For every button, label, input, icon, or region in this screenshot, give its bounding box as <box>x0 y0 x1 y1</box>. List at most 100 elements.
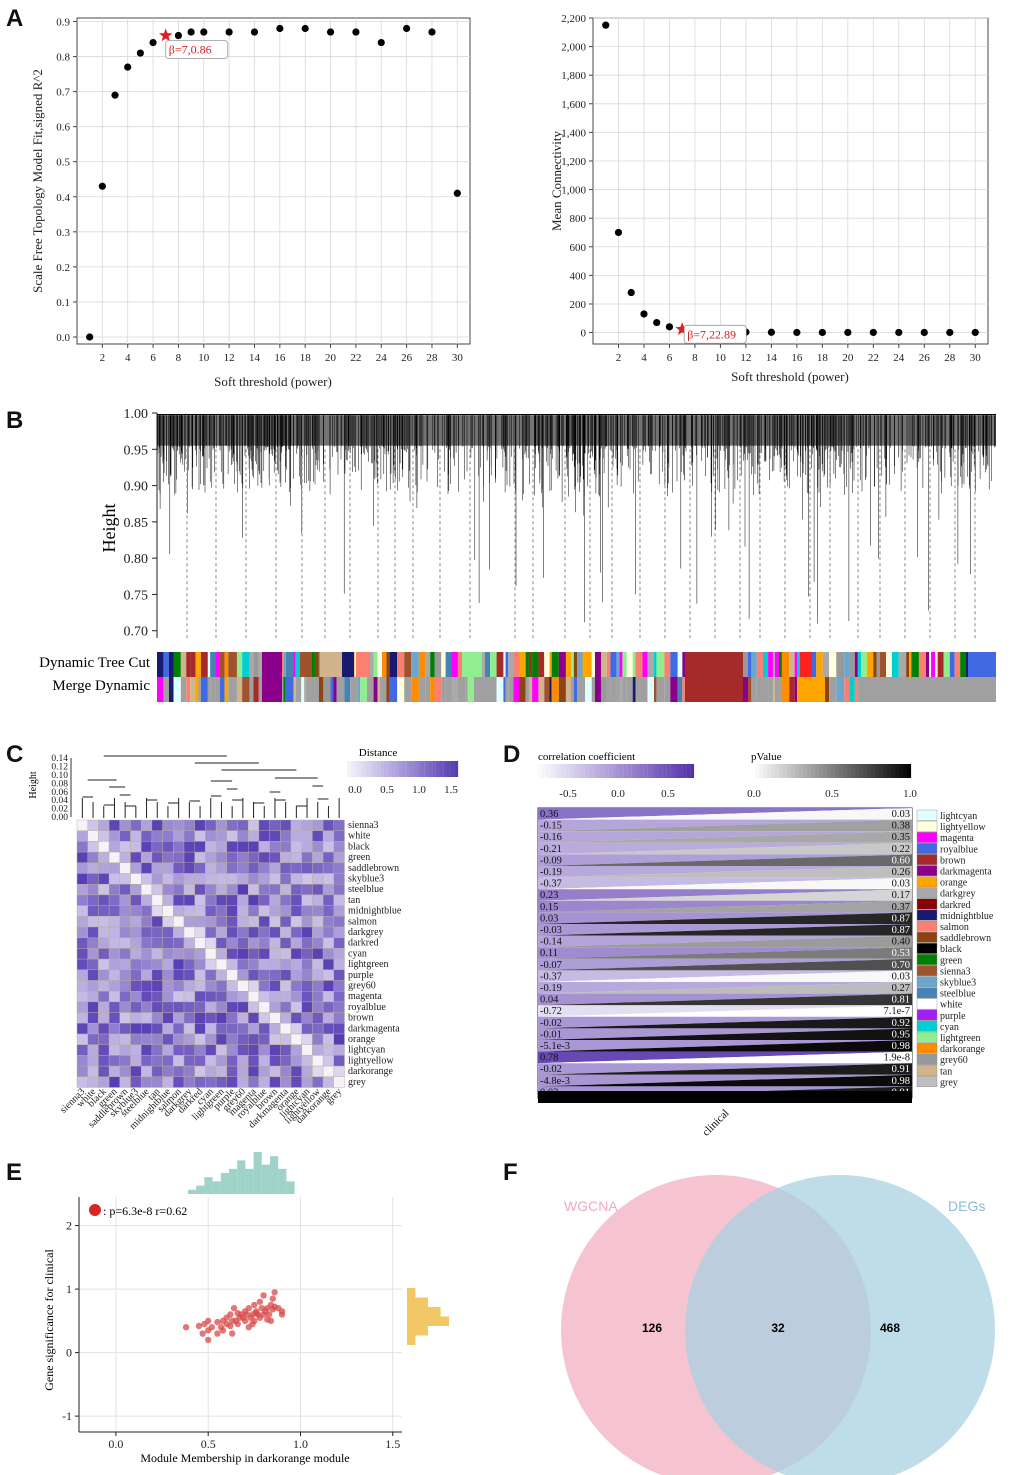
e-y-histogram <box>407 1288 449 1345</box>
b-merge-segment <box>215 677 220 702</box>
c-heat-cell <box>194 916 206 928</box>
b-merge-segment <box>768 677 773 702</box>
d-legend2-cell <box>839 764 844 778</box>
a1-y-tick-label: 0.8 <box>56 52 70 64</box>
d-cor-label: -0.15 <box>540 821 562 832</box>
c-heat-cell <box>215 916 228 928</box>
c-heat-cell <box>108 873 120 885</box>
c-heat-cell <box>226 1076 238 1088</box>
b-merge-segment <box>664 677 671 702</box>
c-heat-cell <box>98 905 110 917</box>
c-heat-cell <box>140 980 153 992</box>
b-merge-segment <box>344 677 351 702</box>
c-heat-cell <box>76 926 88 938</box>
c-heat-cell <box>162 926 174 938</box>
b-cut-segment <box>314 652 319 677</box>
c-heat-cell <box>237 873 249 885</box>
b-cut-segment <box>389 652 398 677</box>
b-merge-segment <box>677 677 683 702</box>
c-heat-cell <box>269 1076 281 1088</box>
b-cut-segment <box>911 652 919 677</box>
c-heat-cell <box>280 1044 292 1056</box>
d-p-label: 0.03 <box>892 971 910 982</box>
b-cut-segment <box>873 652 877 677</box>
e-x-tick-label: 0.5 <box>201 1437 216 1451</box>
d-p-triangle <box>538 1028 912 1040</box>
d-legend2-cell <box>763 764 768 778</box>
c-heat-cells <box>76 819 345 1088</box>
c-heat-cell <box>87 884 99 896</box>
b-merge-segment <box>549 677 552 702</box>
c-heat-cell <box>301 1033 313 1045</box>
c-heat-cell <box>119 1023 131 1035</box>
d-legend2-tick: 1.0 <box>903 788 917 800</box>
c-heat-cell <box>215 830 228 842</box>
c-heat-cell <box>322 905 335 917</box>
d-p-triangle <box>538 924 912 936</box>
b-cut-segment <box>677 652 683 677</box>
e-point <box>228 1330 236 1337</box>
c-heat-cell <box>290 884 302 896</box>
e-point <box>214 1330 221 1337</box>
c-heat-cell <box>269 916 281 928</box>
c-heat-cell <box>258 969 270 981</box>
c-heat-cell <box>162 819 174 831</box>
c-heat-cell <box>173 841 185 853</box>
d-legend1-cell <box>670 764 675 778</box>
c-heat-cell <box>301 958 313 970</box>
d-legend1-cell <box>651 764 656 778</box>
c-colorbar: 0.0 0.5 1.0 1.5 <box>347 761 458 796</box>
c-heat-cell <box>333 830 345 842</box>
d-legend1-cell <box>631 764 636 778</box>
a2-x-tick-label: 14 <box>766 352 778 364</box>
c-heat-cell <box>280 884 292 896</box>
a2-annotation-box <box>683 324 747 344</box>
d-legend2-cell <box>879 764 884 778</box>
c-heat-cell <box>333 851 345 863</box>
b-merge-segment <box>591 677 595 702</box>
c-col-labels: sienna3whiteblackgreensaddlebrownskyblue… <box>58 1086 344 1132</box>
d-module-legend: lightcyanlightyellowmagentaroyalbluebrow… <box>916 809 994 1088</box>
d-legend2-title: pValue <box>751 751 782 763</box>
f-count-right: 468 <box>880 1321 900 1335</box>
d-p-triangle <box>538 831 912 843</box>
a1-y-tick-label: 0.1 <box>56 297 70 309</box>
c-heat-cell <box>215 991 228 1003</box>
c-heat-cell <box>140 948 153 960</box>
c-heat-cell <box>98 958 110 970</box>
c-heat-cell <box>130 894 142 906</box>
c-heat-cell <box>301 894 313 906</box>
c-heat-cell <box>280 1023 292 1035</box>
c-heat-cell <box>194 1076 206 1088</box>
b-module-block <box>462 652 482 677</box>
c-heat-cell <box>322 1033 335 1045</box>
c-heat-cell <box>183 958 195 970</box>
c-heat-cell <box>76 1065 88 1077</box>
c-heat-cell <box>258 1076 270 1088</box>
c-heat-cell <box>290 926 302 938</box>
b-cut-segment <box>311 652 315 677</box>
b-cut-segment <box>425 652 431 677</box>
c-heat-cell <box>173 1023 185 1035</box>
c-heat-cell <box>194 1001 206 1013</box>
c-heat-cell <box>130 884 142 896</box>
d-cor-label: -0.03 <box>540 925 562 936</box>
b-merge-segment <box>844 677 850 702</box>
b-cut-segment <box>445 652 452 677</box>
b-y-ticks: 0.70 0.75 0.80 0.85 0.90 0.95 1.00 <box>124 407 157 640</box>
d-p-label: 0.03 <box>892 809 910 820</box>
d-module-swatch <box>916 1076 938 1088</box>
b-merge-segment <box>854 677 858 702</box>
d-cor-triangle <box>538 993 912 1006</box>
d-module-swatch <box>916 887 938 899</box>
c-heat-cell <box>333 1076 345 1088</box>
b-cut-segment <box>163 652 169 677</box>
d-p-triangle <box>538 877 912 890</box>
b-cut-segment <box>906 652 910 677</box>
a2-point <box>602 21 610 29</box>
b-cut-segment <box>779 652 782 677</box>
c-colorbar-cell <box>358 761 362 777</box>
d-legend2-cell <box>851 764 856 778</box>
c-row-label: darkmagenta <box>348 1023 400 1034</box>
b-merge-segment <box>774 677 780 702</box>
